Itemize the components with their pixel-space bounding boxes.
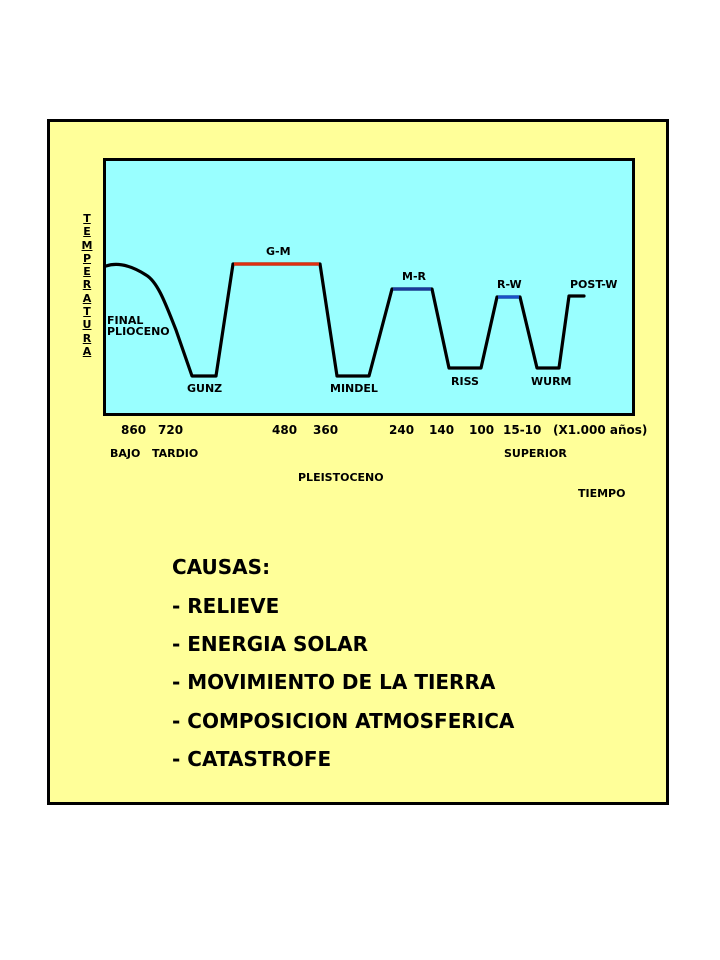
label-final: FINAL (107, 314, 144, 327)
label-gm: G-M (266, 245, 291, 258)
tick-720: 720 (158, 423, 184, 437)
tick-360: 360 (313, 423, 339, 437)
label-superior: SUPERIOR (504, 447, 567, 460)
tick-240: 240 (389, 423, 415, 437)
cause-item: - RELIEVE (172, 594, 280, 618)
label-tardio: TARDIO (152, 447, 199, 460)
temperature-curve (104, 262, 586, 378)
label-pleistoceno: PLEISTOCENO (298, 471, 384, 484)
cause-item: - COMPOSICION ATMOSFERICA (172, 709, 515, 733)
y-axis-label: T E M P E R A T U R A (81, 212, 93, 358)
cause-item: - CATASTROFE (172, 747, 332, 771)
tick-140: 140 (429, 423, 455, 437)
label-gunz: GUNZ (187, 382, 223, 395)
label-mr: M-R (402, 270, 426, 283)
label-bajo: BAJO (110, 447, 141, 460)
tick-100: 100 (469, 423, 495, 437)
causes-title: CAUSAS: (172, 555, 271, 579)
tick-15-10: 15-10 (503, 423, 542, 437)
cause-item: - MOVIMIENTO DE LA TIERRA (172, 670, 496, 694)
cause-item: - ENERGIA SOLAR (172, 632, 369, 656)
label-postw: POST-W (570, 278, 618, 291)
tick-860: 860 (121, 423, 147, 437)
label-wurm: WURM (531, 375, 572, 388)
tick-units: (X1.000 años) (553, 423, 648, 437)
tick-480: 480 (272, 423, 298, 437)
x-axis-title: TIEMPO (578, 487, 626, 500)
label-rw: R-W (497, 278, 522, 291)
label-riss: RISS (451, 375, 479, 388)
label-mindel: MINDEL (330, 382, 378, 395)
label-plioceno: PLIOCENO (107, 325, 170, 338)
